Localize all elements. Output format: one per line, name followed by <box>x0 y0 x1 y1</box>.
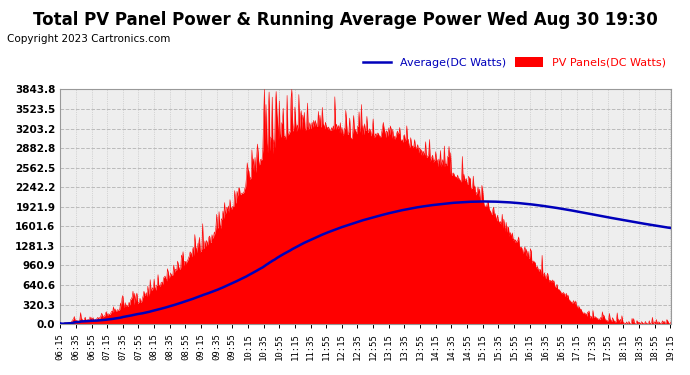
Legend: Average(DC Watts), PV Panels(DC Watts): Average(DC Watts), PV Panels(DC Watts) <box>363 57 666 68</box>
Text: Total PV Panel Power & Running Average Power Wed Aug 30 19:30: Total PV Panel Power & Running Average P… <box>32 11 658 29</box>
Text: Copyright 2023 Cartronics.com: Copyright 2023 Cartronics.com <box>7 34 170 44</box>
